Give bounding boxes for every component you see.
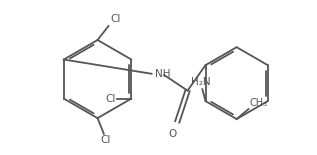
Text: CH₃: CH₃ <box>250 98 268 108</box>
Text: O: O <box>168 129 177 139</box>
Text: Cl: Cl <box>105 94 116 104</box>
Text: NH: NH <box>155 69 171 79</box>
Text: H₂N: H₂N <box>191 77 210 87</box>
Text: Cl: Cl <box>100 135 111 145</box>
Text: Cl: Cl <box>110 14 120 24</box>
